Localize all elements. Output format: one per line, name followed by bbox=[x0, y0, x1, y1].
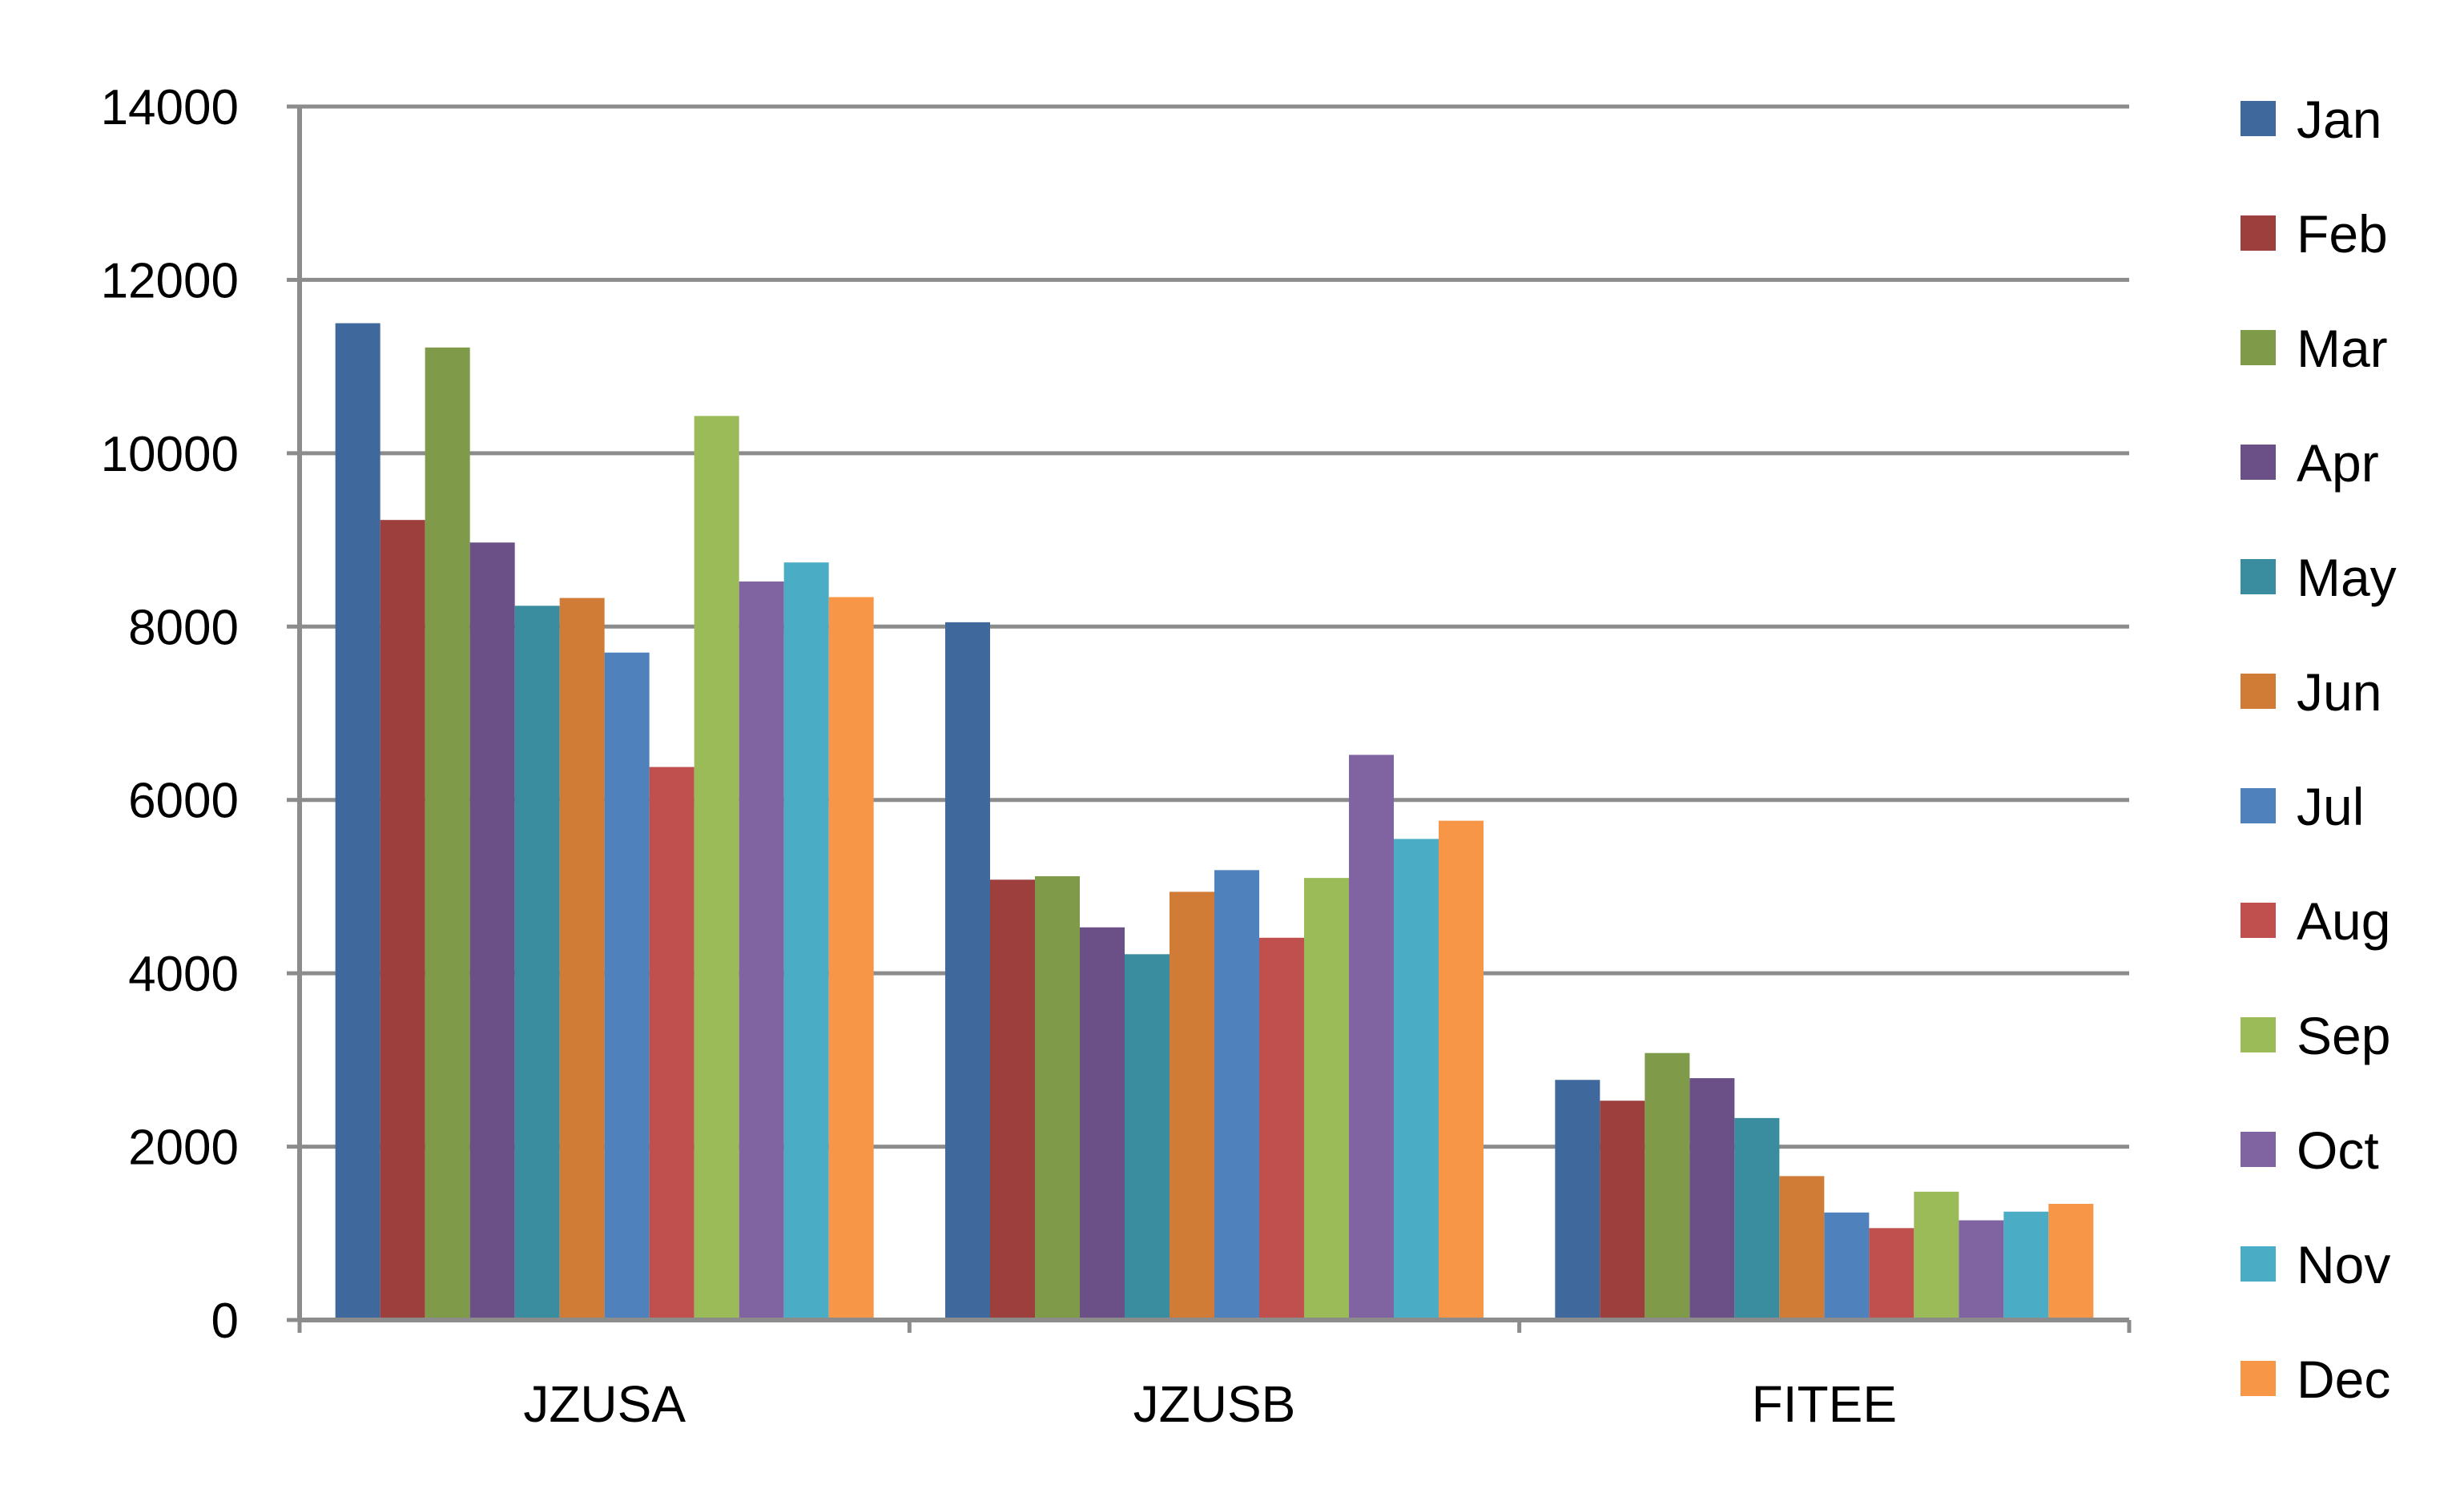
bar-jzusa-jun bbox=[559, 598, 605, 1320]
y-tick-label: 8000 bbox=[128, 600, 239, 655]
bar-fitee-nov bbox=[2003, 1211, 2049, 1320]
y-tick-label: 14000 bbox=[101, 80, 239, 135]
bar-fitee-jul bbox=[1824, 1212, 1870, 1320]
axes bbox=[287, 104, 2132, 1333]
legend-swatch bbox=[2241, 903, 2276, 938]
bar-jzusa-jul bbox=[604, 652, 650, 1320]
bar-jzusa-nov bbox=[783, 562, 829, 1320]
legend-swatch bbox=[2241, 1246, 2276, 1282]
bar-jzusb-jun bbox=[1170, 891, 1214, 1320]
bar-jzusb-jan bbox=[945, 622, 990, 1320]
bar-fitee-jan bbox=[1555, 1080, 1600, 1320]
bar-fitee-feb bbox=[1600, 1101, 1645, 1320]
bar-jzusa-oct bbox=[739, 581, 784, 1320]
y-tick-label: 12000 bbox=[101, 253, 239, 308]
bar-jzusa-mar bbox=[425, 347, 470, 1321]
category-labels: JZUSA JZUSB FITEE bbox=[523, 1375, 1897, 1433]
bar-fitee-aug bbox=[1869, 1228, 1914, 1320]
y-tick-label: 0 bbox=[211, 1294, 239, 1349]
bar-jzusb-sep bbox=[1304, 878, 1349, 1320]
bar-jzusa-dec bbox=[828, 597, 874, 1320]
bars bbox=[335, 323, 2094, 1321]
y-tick-label: 6000 bbox=[128, 774, 239, 829]
legend-label: Oct bbox=[2297, 1121, 2379, 1180]
legend-label: Dec bbox=[2297, 1350, 2390, 1409]
bar-jzusa-feb bbox=[380, 520, 425, 1320]
y-tick-label: 4000 bbox=[128, 947, 239, 1002]
legend-swatch bbox=[2241, 101, 2276, 136]
legend-swatch bbox=[2241, 445, 2276, 480]
legend-swatch bbox=[2241, 215, 2276, 251]
legend-label: Jul bbox=[2297, 777, 2364, 836]
bar-fitee-may bbox=[1734, 1117, 1780, 1320]
bar-jzusb-aug bbox=[1259, 937, 1304, 1320]
legend-swatch bbox=[2241, 1132, 2276, 1167]
bar-jzusa-jan bbox=[335, 323, 380, 1321]
y-tick-labels: 0 2000 4000 6000 8000 10000 12000 14000 bbox=[101, 80, 239, 1349]
bar-jzusb-dec bbox=[1439, 820, 1484, 1320]
legend-swatch bbox=[2241, 559, 2276, 594]
legend-label: Nov bbox=[2297, 1235, 2390, 1294]
bar-jzusb-nov bbox=[1394, 839, 1439, 1320]
legend: Jan Feb Mar Apr May Jun Jul Aug Sep Oct Nov Dec bbox=[2241, 90, 2397, 1409]
bar-fitee-sep bbox=[1914, 1191, 1959, 1320]
legend-label: Jun bbox=[2297, 662, 2381, 722]
bar-fitee-oct bbox=[1959, 1220, 2004, 1320]
bar-fitee-apr bbox=[1689, 1078, 1735, 1320]
bar-jzusb-may bbox=[1125, 954, 1170, 1320]
category-label: JZUSA bbox=[523, 1375, 686, 1433]
legend-swatch bbox=[2241, 788, 2276, 823]
y-tick-label: 10000 bbox=[101, 427, 239, 482]
legend-label: Sep bbox=[2297, 1006, 2390, 1065]
bar-jzusb-mar bbox=[1035, 875, 1080, 1320]
bar-jzusb-jul bbox=[1214, 870, 1259, 1320]
bar-jzusb-apr bbox=[1080, 927, 1125, 1320]
legend-swatch bbox=[2241, 1017, 2276, 1052]
legend-label: Jan bbox=[2297, 90, 2381, 149]
bar-fitee-jun bbox=[1779, 1176, 1825, 1320]
legend-label: May bbox=[2297, 548, 2397, 607]
legend-label: Mar bbox=[2297, 319, 2388, 378]
legend-swatch bbox=[2241, 330, 2276, 365]
bar-jzusb-oct bbox=[1349, 755, 1394, 1320]
legend-label: Apr bbox=[2297, 433, 2379, 493]
bar-jzusa-sep bbox=[694, 416, 739, 1321]
y-tick-label: 2000 bbox=[128, 1121, 239, 1176]
legend-label: Aug bbox=[2297, 891, 2390, 951]
bar-fitee-dec bbox=[2048, 1203, 2094, 1320]
category-label: FITEE bbox=[1752, 1375, 1897, 1433]
bar-jzusa-may bbox=[514, 606, 560, 1320]
legend-swatch bbox=[2241, 1361, 2276, 1396]
category-label: JZUSB bbox=[1133, 1375, 1296, 1433]
bar-fitee-mar bbox=[1645, 1052, 1690, 1320]
legend-swatch bbox=[2241, 674, 2276, 709]
bar-jzusa-aug bbox=[649, 767, 695, 1320]
legend-label: Feb bbox=[2297, 204, 2388, 264]
bar-jzusb-feb bbox=[990, 879, 1035, 1320]
bar-jzusa-apr bbox=[469, 542, 515, 1320]
